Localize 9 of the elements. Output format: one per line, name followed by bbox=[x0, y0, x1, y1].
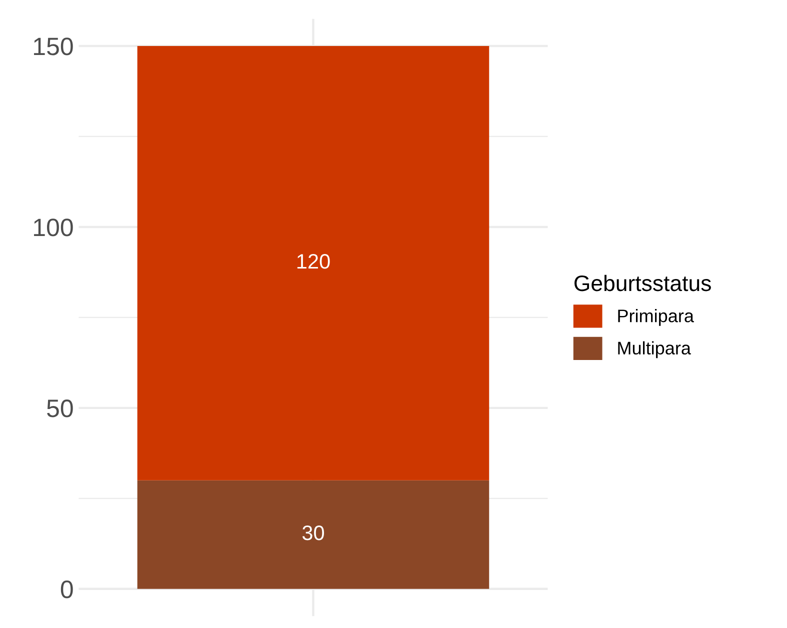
legend-label: Multipara bbox=[618, 341, 691, 358]
legend-title: Geburtsstatus bbox=[574, 274, 711, 292]
y-tick-label: 0 bbox=[60, 580, 73, 598]
legend-label: Primipara bbox=[618, 309, 694, 326]
data-label: 120 bbox=[297, 254, 330, 269]
data-label: 30 bbox=[302, 525, 324, 540]
y-tick-label: 150 bbox=[34, 38, 73, 56]
y-tick-label: 100 bbox=[34, 218, 73, 236]
y-tick-label: 50 bbox=[47, 400, 73, 418]
